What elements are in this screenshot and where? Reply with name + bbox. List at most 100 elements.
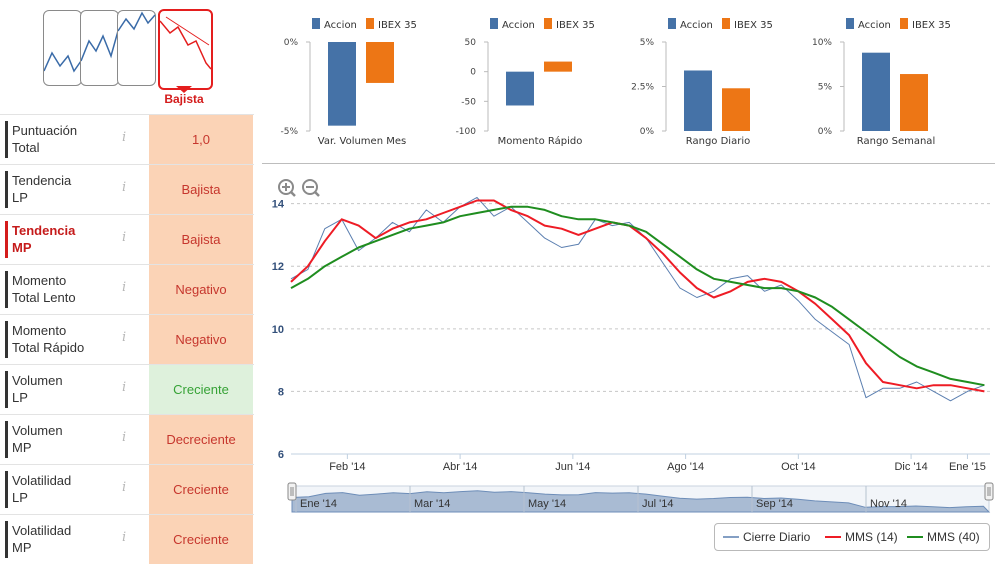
y-tick-label: -50 (461, 97, 476, 107)
y-tick-label: 0% (284, 38, 299, 48)
legend-label-accion: Accion (324, 20, 357, 31)
mini-chart-title: Rango Semanal (857, 136, 935, 147)
info-icon[interactable]: i (122, 330, 127, 345)
y-tick-label: 8 (278, 386, 284, 398)
mini-chart-title: Var. Volumen Mes (318, 136, 406, 147)
selected-trend-label: Bajista (164, 92, 204, 106)
legend-swatch-accion (490, 18, 498, 29)
indicator-panel: Bajista Puntuación Total i 1,0 Tendencia LP i B… (0, 0, 254, 567)
info-icon[interactable]: i (122, 130, 127, 145)
indicator-value: 1,0 (149, 115, 253, 164)
indicator-name-line2: Total Rápido (12, 340, 85, 355)
legend-label-cierre[interactable]: Cierre Diario (743, 530, 811, 544)
navigator-series (291, 490, 991, 513)
zoom-out-icon[interactable] (302, 179, 320, 197)
mini-chart-var-volumen: Accion IBEX 35 0% -5% Var. Volumen Mes (280, 18, 417, 147)
legend-label-mms40[interactable]: MMS (40) (927, 530, 980, 544)
trend-selector: Bajista (0, 0, 254, 114)
bar-ibex[interactable] (900, 74, 928, 131)
indicator-name: Volumen LP (12, 372, 112, 406)
trend-option-3[interactable] (117, 10, 156, 86)
trend-option-1[interactable] (43, 10, 82, 86)
indicator-row: Volatilidad LP i Creciente (0, 464, 254, 514)
bar-legend: Accion IBEX 35 (668, 18, 773, 31)
y-tick-label: 14 (272, 199, 285, 211)
navigator-label: Mar '14 (414, 498, 450, 510)
info-icon[interactable]: i (122, 430, 127, 445)
navigator-label: Sep '14 (756, 498, 793, 510)
zoom-in-icon[interactable] (278, 179, 296, 197)
legend-label-ibex: IBEX 35 (734, 20, 773, 31)
indicator-name: Momento Total Lento (12, 272, 112, 306)
indicator-name-line2: LP (12, 490, 28, 505)
indicator-name: Puntuación Total (12, 122, 112, 156)
navigator-label: May '14 (528, 498, 566, 510)
row-marker (5, 321, 8, 358)
mini-chart-rango-diario: Accion IBEX 35 5% 2.5% 0% Rango Diario (631, 18, 773, 147)
row-marker (5, 121, 8, 158)
y-tick-label: 2.5% (631, 83, 654, 93)
row-marker (5, 421, 8, 458)
indicator-name-line2: MP (12, 240, 32, 255)
chart-legend: Cierre Diario MMS (14) MMS (40) (714, 523, 990, 551)
info-icon[interactable]: i (122, 180, 127, 195)
indicator-name-line2: MP (12, 440, 32, 455)
indicator-name: Volumen MP (12, 422, 112, 456)
indicator-name-line1: Momento (12, 273, 67, 288)
indicator-value: Negativo (149, 315, 253, 364)
indicator-name-line1: Volumen (12, 373, 63, 388)
legend-swatch-ibex (544, 18, 552, 29)
indicator-row: Momento Total Rápido i Negativo (0, 314, 254, 364)
navigator-handle-right[interactable] (984, 482, 994, 501)
y-tick-label: 12 (272, 261, 284, 273)
y-tick-label: 50 (465, 38, 477, 48)
mini-chart-title: Rango Diario (686, 136, 750, 147)
trend-up-icon-2 (80, 30, 119, 62)
legend-label-mms14[interactable]: MMS (14) (845, 530, 898, 544)
indicator-value: Creciente (149, 465, 253, 514)
info-icon[interactable]: i (122, 530, 127, 545)
trend-option-2[interactable] (80, 10, 119, 86)
indicator-name-line2: Total (12, 140, 40, 155)
indicator-name-line1: Tendencia (12, 173, 72, 188)
indicator-name-line1: Tendencia (12, 223, 76, 238)
bar-accion[interactable] (506, 71, 534, 106)
y-tick-label: 6 (278, 449, 284, 461)
indicator-row: Tendencia MP i Bajista (0, 214, 254, 264)
series-mms-14[interactable] (290, 199, 985, 393)
row-marker (5, 171, 8, 208)
price-chart: 6 8 10 12 14 Feb '14 Abr '14 Jun '14 Ago '14 Oct … (272, 179, 994, 513)
bar-accion[interactable] (328, 42, 356, 126)
x-tick-label: Oct '14 (781, 461, 816, 473)
row-marker (5, 471, 8, 508)
indicator-name-line2: LP (12, 190, 28, 205)
trend-down-icon (159, 16, 212, 70)
bar-accion[interactable] (862, 52, 890, 131)
bar-accion[interactable] (684, 70, 712, 131)
y-tick-label: 0 (470, 68, 476, 78)
bar-ibex[interactable] (366, 42, 394, 83)
navigator-handle-left[interactable] (287, 482, 297, 501)
bar-ibex[interactable] (544, 61, 572, 72)
section-divider (262, 163, 995, 164)
mini-chart-title: Momento Rápido (498, 135, 583, 147)
indicator-name-line1: Volumen (12, 423, 63, 438)
series-mms-40[interactable] (290, 205, 985, 387)
bar-legend: Accion IBEX 35 (846, 18, 951, 31)
info-icon[interactable]: i (122, 480, 127, 495)
indicator-row: Volatilidad MP i Creciente (0, 514, 254, 564)
bar-ibex[interactable] (722, 88, 750, 131)
info-icon[interactable]: i (122, 280, 127, 295)
legend-swatch-ibex (900, 18, 908, 29)
indicator-name: Volatilidad MP (12, 522, 112, 556)
legend-swatch-accion (846, 18, 854, 29)
indicator-row: Tendencia LP i Bajista (0, 164, 254, 214)
trend-option-bajista[interactable] (158, 9, 213, 90)
x-tick-label: Abr '14 (443, 461, 478, 473)
indicator-name-line1: Volatilidad (12, 473, 72, 488)
info-icon[interactable]: i (122, 380, 127, 395)
info-icon[interactable]: i (122, 230, 127, 245)
bar-legend: Accion IBEX 35 (312, 18, 417, 31)
indicator-value: Creciente (149, 365, 253, 414)
legend-swatch-ibex (366, 18, 374, 29)
